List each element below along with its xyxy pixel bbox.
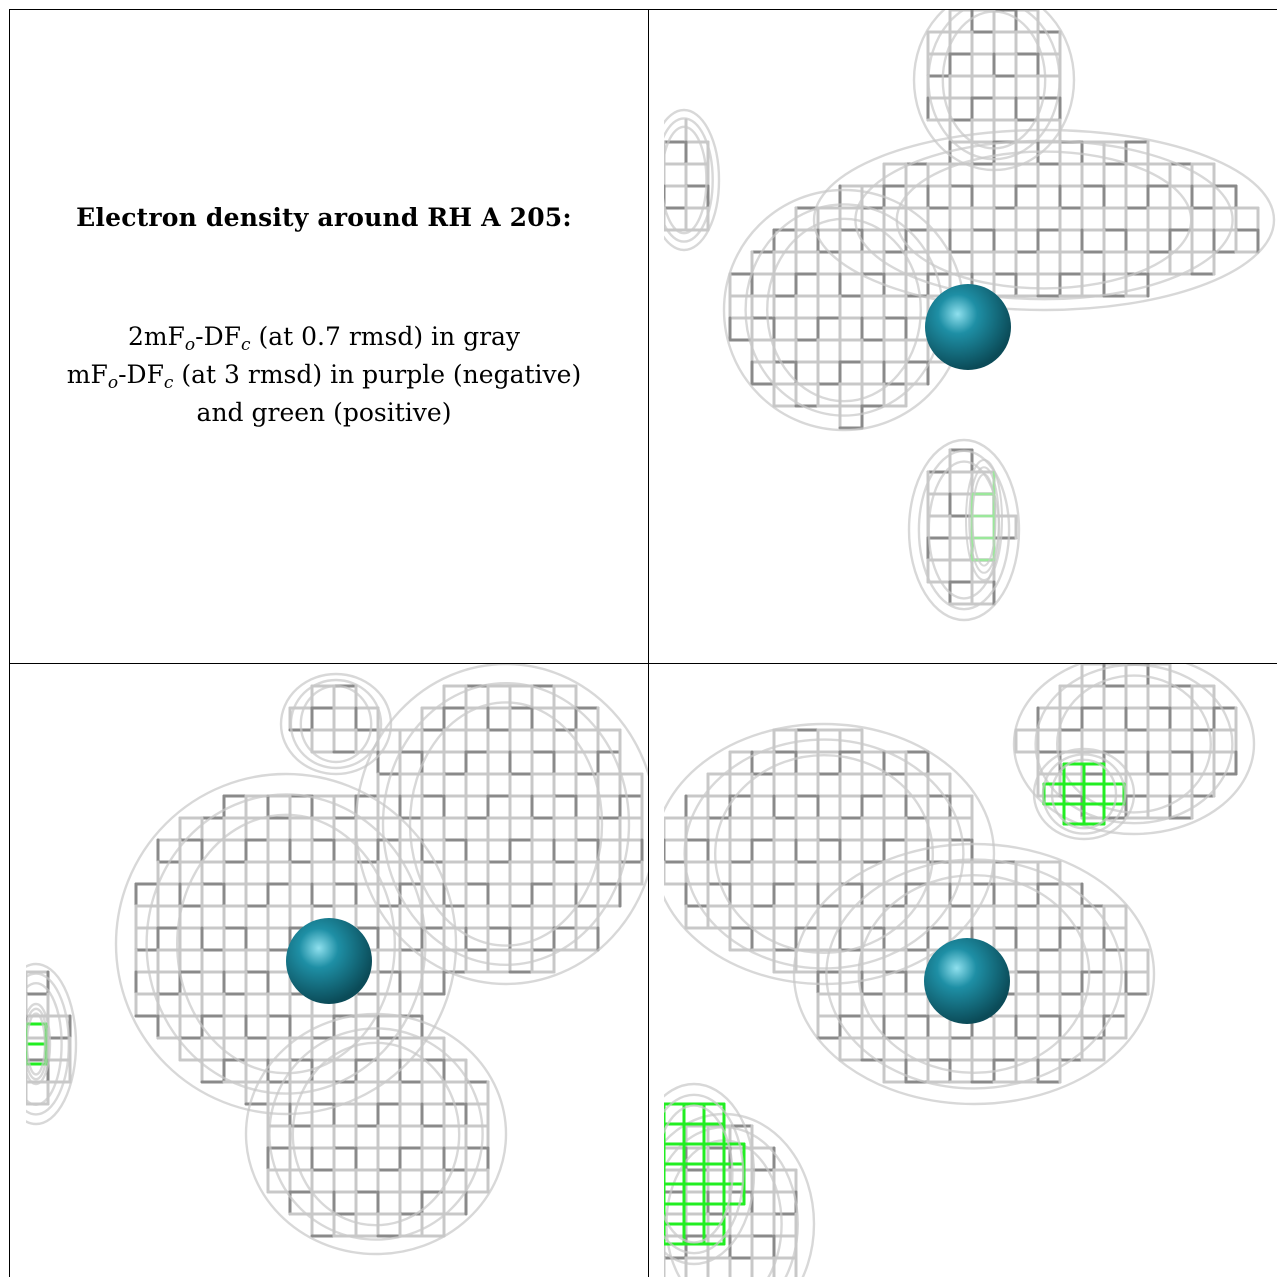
border-middle-horizontal xyxy=(9,663,1277,664)
density-mesh xyxy=(664,10,1276,622)
mesh-canvas-1 xyxy=(664,10,1276,622)
mesh-canvas-3 xyxy=(664,664,1256,1277)
density-mesh xyxy=(26,1002,52,1086)
border-top xyxy=(9,9,1277,10)
mesh-canvas-2 xyxy=(26,664,648,1256)
legend-line-2fo-fc: 2mFo-DFc (at 0.7 rmsd) in gray xyxy=(127,322,521,355)
figure-title: Electron density around RH A 205: xyxy=(76,203,572,232)
density-mesh xyxy=(965,459,1003,581)
density-legend: 2mFo-DFc (at 0.7 rmsd) in gray mFo-DFc (… xyxy=(0,318,648,432)
rh-atom-sphere xyxy=(286,918,372,1004)
rh-atom-sphere xyxy=(925,284,1011,370)
density-view-bottom-left xyxy=(26,664,648,1277)
density-mesh xyxy=(664,747,1136,1266)
border-middle-vertical xyxy=(648,9,649,1277)
border-left xyxy=(9,9,10,1277)
legend-line-fo-fc: mFo-DFc (at 3 rmsd) in purple (negative) xyxy=(66,360,582,393)
rh-atom-sphere xyxy=(924,938,1010,1024)
density-view-bottom-right xyxy=(664,664,1277,1277)
density-mesh xyxy=(26,664,648,1256)
legend-line-colors: and green (positive) xyxy=(196,398,452,427)
density-view-top-right xyxy=(664,10,1277,663)
